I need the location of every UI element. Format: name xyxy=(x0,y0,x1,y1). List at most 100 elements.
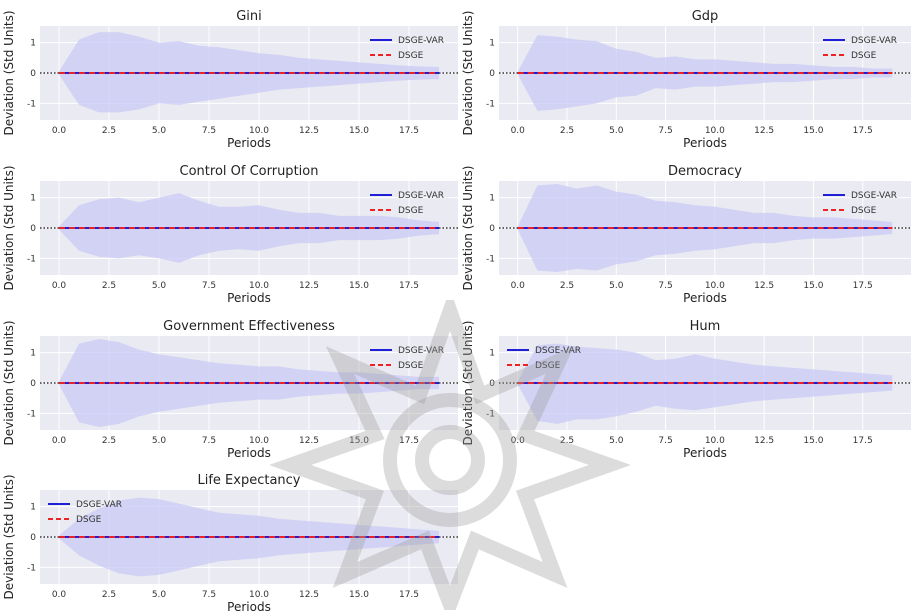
y-tick-label: -1 xyxy=(486,254,495,264)
legend-entry: DSGE xyxy=(398,51,424,61)
x-tick-label: 12.5 xyxy=(299,436,319,446)
legend-entry: DSGE-VAR xyxy=(398,191,444,201)
y-tick-label: -1 xyxy=(27,254,36,264)
y-tick-label: 1 xyxy=(30,503,36,513)
x-tick-label: 10.0 xyxy=(705,436,725,446)
panel-title: Hum xyxy=(690,319,721,334)
y-tick-label: 0 xyxy=(489,379,495,389)
x-tick-label: 17.5 xyxy=(399,126,419,136)
x-tick-label: 2.5 xyxy=(560,126,574,136)
x-tick-label: 7.5 xyxy=(658,126,672,136)
x-tick-label: 5.0 xyxy=(609,281,624,291)
x-tick-label: 5.0 xyxy=(609,126,624,136)
chart-panel: 0.0 2.5 5.0 7.5 10.0 12.5 15.0 17.5 -1 0 1 Gini Peri… xyxy=(2,9,458,150)
x-tick-label: 17.5 xyxy=(853,281,873,291)
x-tick-label: 12.5 xyxy=(299,281,319,291)
x-tick-label: 10.0 xyxy=(705,126,725,136)
x-tick-label: 0.0 xyxy=(52,281,67,291)
y-tick-label: 0 xyxy=(30,224,36,234)
y-axis-label: Deviation (Std Units) xyxy=(461,10,475,135)
x-tick-label: 10.0 xyxy=(705,281,725,291)
y-tick-label: -1 xyxy=(27,563,36,573)
x-tick-label: 12.5 xyxy=(754,281,774,291)
y-axis-label: Deviation (Std Units) xyxy=(461,320,475,445)
x-tick-label: 15.0 xyxy=(349,281,369,291)
x-tick-label: 7.5 xyxy=(658,281,672,291)
legend-entry: DSGE xyxy=(398,361,424,371)
x-tick-label: 7.5 xyxy=(202,436,216,446)
x-tick-label: 0.0 xyxy=(511,436,526,446)
x-tick-label: 0.0 xyxy=(52,436,67,446)
x-axis-label: Periods xyxy=(227,136,271,150)
legend-entry: DSGE xyxy=(851,206,877,216)
x-tick-label: 5.0 xyxy=(152,590,167,600)
x-tick-label: 2.5 xyxy=(560,281,574,291)
x-tick-label: 12.5 xyxy=(754,436,774,446)
x-tick-label: 15.0 xyxy=(803,281,823,291)
y-tick-label: 1 xyxy=(30,349,36,359)
x-tick-label: 12.5 xyxy=(299,590,319,600)
x-tick-label: 2.5 xyxy=(102,281,116,291)
x-axis-label: Periods xyxy=(683,136,727,150)
x-tick-label: 5.0 xyxy=(609,436,624,446)
y-axis-label: Deviation (Std Units) xyxy=(2,474,16,599)
legend-entry: DSGE-VAR xyxy=(851,191,897,201)
panel-title: Gdp xyxy=(692,9,719,24)
x-axis-label: Periods xyxy=(227,446,271,460)
x-tick-label: 17.5 xyxy=(399,436,419,446)
y-tick-label: 0 xyxy=(30,379,36,389)
x-axis-label: Periods xyxy=(227,291,271,305)
x-tick-label: 12.5 xyxy=(754,126,774,136)
legend-entry: DSGE-VAR xyxy=(535,346,581,356)
x-tick-label: 15.0 xyxy=(803,436,823,446)
panel-title: Gini xyxy=(236,9,262,24)
chart-panel: 0.0 2.5 5.0 7.5 10.0 12.5 15.0 17.5 -1 0 1 Gdp Perio… xyxy=(461,9,911,150)
y-tick-label: 0 xyxy=(30,69,36,79)
legend-entry: DSGE xyxy=(851,51,877,61)
x-axis-label: Periods xyxy=(683,291,727,305)
y-tick-label: -1 xyxy=(486,99,495,109)
x-tick-label: 5.0 xyxy=(152,436,167,446)
x-tick-label: 0.0 xyxy=(511,281,526,291)
panel-title: Government Effectiveness xyxy=(163,319,335,334)
x-tick-label: 2.5 xyxy=(102,436,116,446)
y-tick-label: -1 xyxy=(27,409,36,419)
y-tick-label: 1 xyxy=(489,39,495,49)
legend-entry: DSGE-VAR xyxy=(76,500,122,510)
y-tick-label: -1 xyxy=(486,409,495,419)
x-tick-label: 17.5 xyxy=(399,281,419,291)
y-tick-label: 1 xyxy=(489,349,495,359)
x-tick-label: 0.0 xyxy=(52,126,67,136)
x-tick-label: 5.0 xyxy=(152,126,167,136)
x-tick-label: 5.0 xyxy=(152,281,167,291)
x-tick-label: 0.0 xyxy=(511,126,526,136)
y-tick-label: 0 xyxy=(489,69,495,79)
x-tick-label: 15.0 xyxy=(349,436,369,446)
y-axis-label: Deviation (Std Units) xyxy=(2,165,16,290)
x-tick-label: 15.0 xyxy=(803,126,823,136)
x-tick-label: 10.0 xyxy=(249,281,269,291)
legend-entry: DSGE-VAR xyxy=(851,36,897,46)
y-tick-label: 1 xyxy=(30,194,36,204)
legend-entry: DSGE-VAR xyxy=(398,346,444,356)
panel-title: Control Of Corruption xyxy=(180,164,319,179)
x-tick-label: 2.5 xyxy=(560,436,574,446)
chart-panel: 0.0 2.5 5.0 7.5 10.0 12.5 15.0 17.5 -1 0 1 Control … xyxy=(2,164,458,305)
legend-entry: DSGE xyxy=(398,206,424,216)
x-tick-label: 2.5 xyxy=(102,590,116,600)
x-tick-label: 17.5 xyxy=(399,590,419,600)
chart-panel: 0.0 2.5 5.0 7.5 10.0 12.5 15.0 17.5 -1 0 1 Hum Perio… xyxy=(461,319,911,460)
x-tick-label: 2.5 xyxy=(102,126,116,136)
x-tick-label: 0.0 xyxy=(52,590,67,600)
x-tick-label: 10.0 xyxy=(249,590,269,600)
y-tick-label: 0 xyxy=(30,533,36,543)
y-tick-label: -1 xyxy=(27,99,36,109)
chart-panel: 0.0 2.5 5.0 7.5 10.0 12.5 15.0 17.5 -1 0 1 Life Exp… xyxy=(2,473,458,612)
y-tick-label: 1 xyxy=(489,194,495,204)
legend-entry: DSGE xyxy=(535,361,561,371)
x-tick-label: 17.5 xyxy=(853,436,873,446)
x-tick-label: 15.0 xyxy=(349,590,369,600)
x-tick-label: 7.5 xyxy=(202,590,216,600)
panel-title: Democracy xyxy=(668,164,742,179)
